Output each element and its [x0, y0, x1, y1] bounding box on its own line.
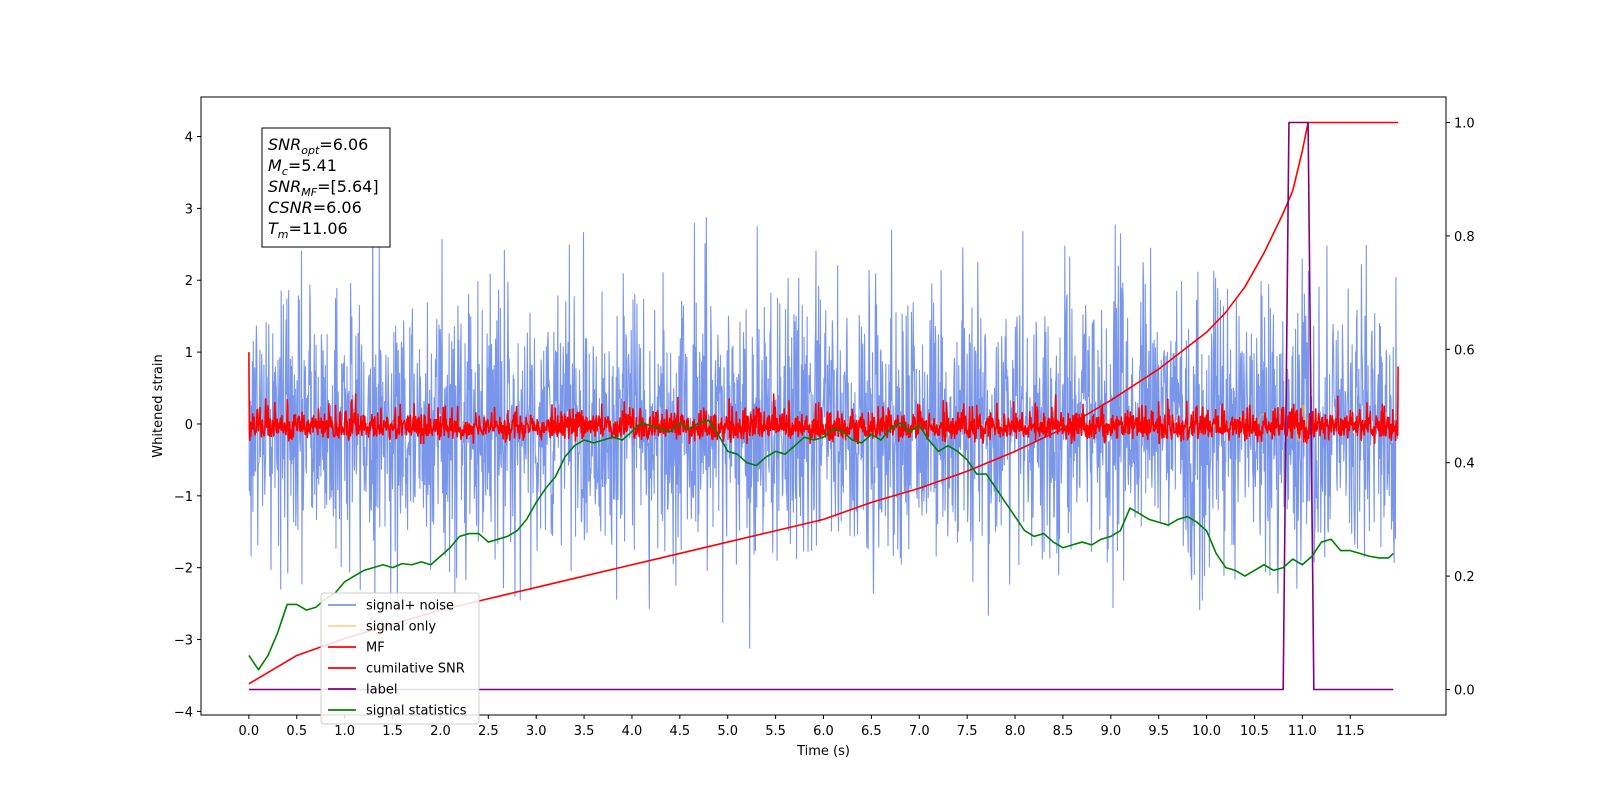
x-tick-label: 10.0	[1192, 724, 1221, 739]
annotation-line: Mc=5.41	[268, 156, 337, 178]
x-tick-label: 9.5	[1148, 724, 1169, 739]
y2-tick-label: 0.0	[1454, 683, 1475, 698]
x-tick-label: 10.5	[1240, 724, 1269, 739]
series-line-3	[248, 121, 1399, 685]
y2-tick-label: 0.6	[1454, 343, 1475, 358]
annotation-line: SNRopt=6.06	[268, 135, 368, 157]
x-tick-label: 4.5	[670, 724, 691, 739]
y2-tick-label: 0.4	[1454, 457, 1475, 472]
x-tick-label: 9.0	[1100, 724, 1121, 739]
y2-tick-label: 0.8	[1454, 230, 1475, 245]
annotation-frame	[261, 127, 391, 248]
series-line-5	[248, 419, 1394, 671]
series-line-4	[248, 121, 1394, 691]
legend-label: signal only	[366, 620, 436, 635]
y-tick-label: 4	[185, 131, 193, 146]
legend-label: label	[366, 683, 397, 698]
x-tick-label: 0.5	[286, 724, 307, 739]
x-tick-label: 6.5	[861, 724, 882, 739]
x-tick-label: 8.5	[1053, 724, 1074, 739]
y-tick-label: −4	[174, 705, 193, 720]
legend-label: MF	[366, 641, 385, 656]
x-tick-label: 7.5	[957, 724, 978, 739]
legend: signal+ noise signal only MF cumilative SNR…	[320, 592, 480, 725]
y-axis-left: −4 −3 −2 −1 0 1 2 3 4	[174, 131, 201, 720]
y-tick-label: −3	[174, 634, 193, 649]
y-tick-label: 3	[185, 202, 193, 217]
x-tick-label: 2.0	[430, 724, 451, 739]
x-axis-title: Time (s)	[796, 744, 850, 759]
y-tick-label: 2	[185, 274, 193, 289]
y-axis-right: 0.0 0.2 0.4 0.6 0.8 1.0	[1446, 117, 1475, 698]
x-tick-label: 1.5	[382, 724, 403, 739]
x-axis: 0.0 0.5 1.0 1.5 2.0 2.5 3.0 3.5 4.0 4.5 5.0 5.5 6.0 6…	[239, 715, 1365, 739]
x-tick-label: 0.0	[239, 724, 260, 739]
y2-tick-label: 0.2	[1454, 570, 1475, 585]
x-tick-label: 3.0	[526, 724, 547, 739]
x-tick-label: 1.0	[334, 724, 355, 739]
y-tick-label: 0	[185, 418, 193, 433]
x-tick-label: 11.5	[1336, 724, 1365, 739]
y-axis-title: Whitened strain	[151, 354, 166, 457]
x-tick-label: 7.0	[909, 724, 930, 739]
x-tick-label: 3.5	[574, 724, 595, 739]
annotation-line: SNRMF=[5.64]	[268, 177, 379, 199]
y2-tick-label: 1.0	[1454, 117, 1475, 132]
x-tick-label: 2.5	[478, 724, 499, 739]
x-tick-label: 11.0	[1288, 724, 1317, 739]
legend-frame	[320, 592, 480, 725]
x-tick-label: 5.0	[717, 724, 738, 739]
legend-label: signal+ noise	[366, 599, 454, 614]
series-layer	[248, 121, 1399, 691]
y-tick-label: 1	[185, 346, 193, 361]
legend-label: cumilative SNR	[366, 662, 465, 677]
annotation-line: Tm=11.06	[268, 219, 348, 241]
x-tick-label: 5.5	[765, 724, 786, 739]
series-line-2	[248, 352, 1399, 445]
y-tick-label: −1	[174, 490, 193, 505]
y-tick-label: −2	[174, 562, 193, 577]
x-tick-label: 8.0	[1005, 724, 1026, 739]
series-line-0	[248, 203, 1399, 649]
x-tick-label: 6.0	[813, 724, 834, 739]
annotation-line: CSNR=6.06	[268, 198, 362, 217]
x-tick-label: 4.0	[622, 724, 643, 739]
legend-label: signal statistics	[366, 704, 467, 719]
